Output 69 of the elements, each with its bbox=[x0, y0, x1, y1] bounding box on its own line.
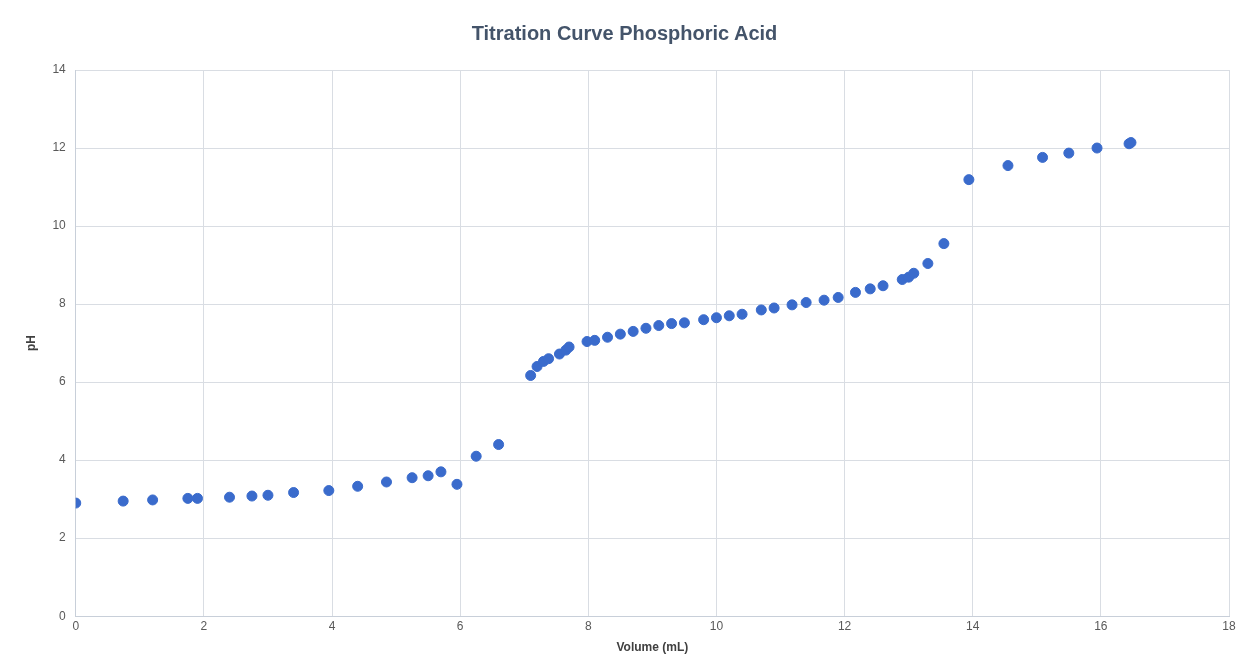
point bbox=[406, 472, 418, 484]
point bbox=[877, 280, 889, 292]
point bbox=[736, 308, 748, 320]
point bbox=[938, 238, 950, 250]
x-tick-label: 0 bbox=[72, 618, 80, 633]
point bbox=[543, 353, 555, 365]
point bbox=[262, 489, 274, 501]
point bbox=[435, 466, 447, 478]
x-tick-label: 16 bbox=[1094, 618, 1108, 633]
point bbox=[470, 450, 482, 462]
x-tick-label: 8 bbox=[584, 618, 592, 633]
point bbox=[191, 492, 203, 504]
point bbox=[653, 320, 665, 332]
point bbox=[602, 331, 614, 343]
x-tick-label: 4 bbox=[328, 618, 336, 633]
y-tick-label: 14 bbox=[52, 62, 67, 77]
point bbox=[666, 318, 678, 330]
point bbox=[117, 495, 129, 507]
point bbox=[493, 439, 505, 451]
point bbox=[422, 470, 434, 482]
y-tick-label: 4 bbox=[59, 452, 67, 467]
y-tick-label: 2 bbox=[59, 530, 67, 545]
point bbox=[640, 322, 652, 334]
point bbox=[832, 291, 844, 303]
point bbox=[323, 485, 335, 497]
point bbox=[380, 476, 392, 488]
x-tick-label: 2 bbox=[200, 618, 208, 633]
point bbox=[614, 328, 626, 340]
point bbox=[800, 297, 812, 309]
point bbox=[352, 480, 364, 492]
x-tick-label: 10 bbox=[709, 618, 724, 633]
point bbox=[922, 258, 934, 270]
point bbox=[288, 487, 300, 499]
chart-title: Titration Curve Phosphoric Acid bbox=[471, 21, 778, 44]
point bbox=[1091, 142, 1103, 154]
y-axis-title: pH bbox=[23, 335, 38, 352]
y-tick-label: 10 bbox=[52, 218, 67, 233]
point bbox=[678, 317, 690, 329]
x-tick-label: 12 bbox=[837, 618, 852, 633]
point bbox=[755, 304, 767, 316]
x-tick-label: 14 bbox=[966, 618, 980, 633]
point bbox=[864, 283, 876, 295]
point bbox=[451, 478, 463, 490]
y-tick-label: 8 bbox=[59, 296, 67, 311]
point bbox=[710, 312, 722, 324]
y-tick-label: 12 bbox=[52, 140, 67, 155]
y-tick-label: 0 bbox=[59, 608, 67, 623]
point bbox=[1037, 151, 1049, 163]
point bbox=[963, 174, 975, 186]
point bbox=[768, 302, 780, 314]
point bbox=[849, 286, 861, 298]
point bbox=[246, 490, 258, 502]
x-tick-label: 18 bbox=[1222, 618, 1236, 633]
point bbox=[182, 492, 194, 504]
point bbox=[908, 267, 920, 279]
point bbox=[1063, 147, 1075, 159]
point bbox=[1002, 160, 1014, 172]
point bbox=[627, 325, 639, 337]
point bbox=[147, 494, 159, 506]
point bbox=[818, 294, 830, 306]
point bbox=[698, 314, 710, 326]
y-tick-label: 6 bbox=[59, 374, 67, 389]
point bbox=[589, 334, 601, 346]
point bbox=[786, 299, 798, 311]
x-tick-label: 6 bbox=[456, 618, 464, 633]
point bbox=[224, 491, 236, 503]
point bbox=[723, 310, 735, 322]
point bbox=[525, 369, 537, 381]
x-axis-title: Volume (mL) bbox=[616, 640, 689, 655]
